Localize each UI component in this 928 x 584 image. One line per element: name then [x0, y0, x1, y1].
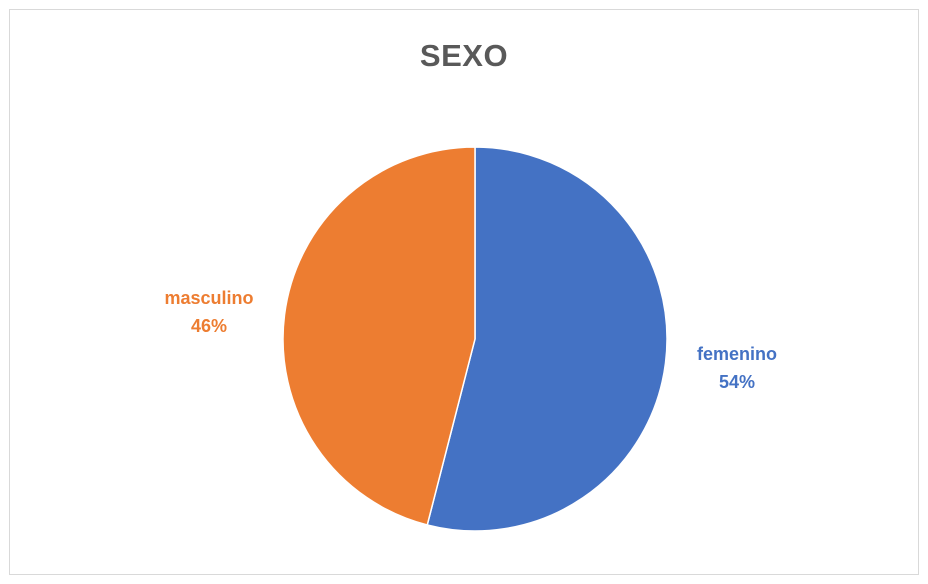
category-label-femenino: femenino [696, 344, 777, 364]
data-label-masculino: masculino 46% [138, 284, 280, 340]
pie-slice-femenino [426, 146, 668, 532]
chart-title: SEXO [419, 38, 509, 73]
category-label-masculino: masculino [164, 288, 254, 308]
data-label-femenino: femenino 54% [666, 340, 808, 396]
percent-label-masculino: 46% [190, 316, 228, 336]
percent-label-femenino: 54% [718, 372, 756, 392]
pie-slice-masculino [282, 146, 476, 526]
